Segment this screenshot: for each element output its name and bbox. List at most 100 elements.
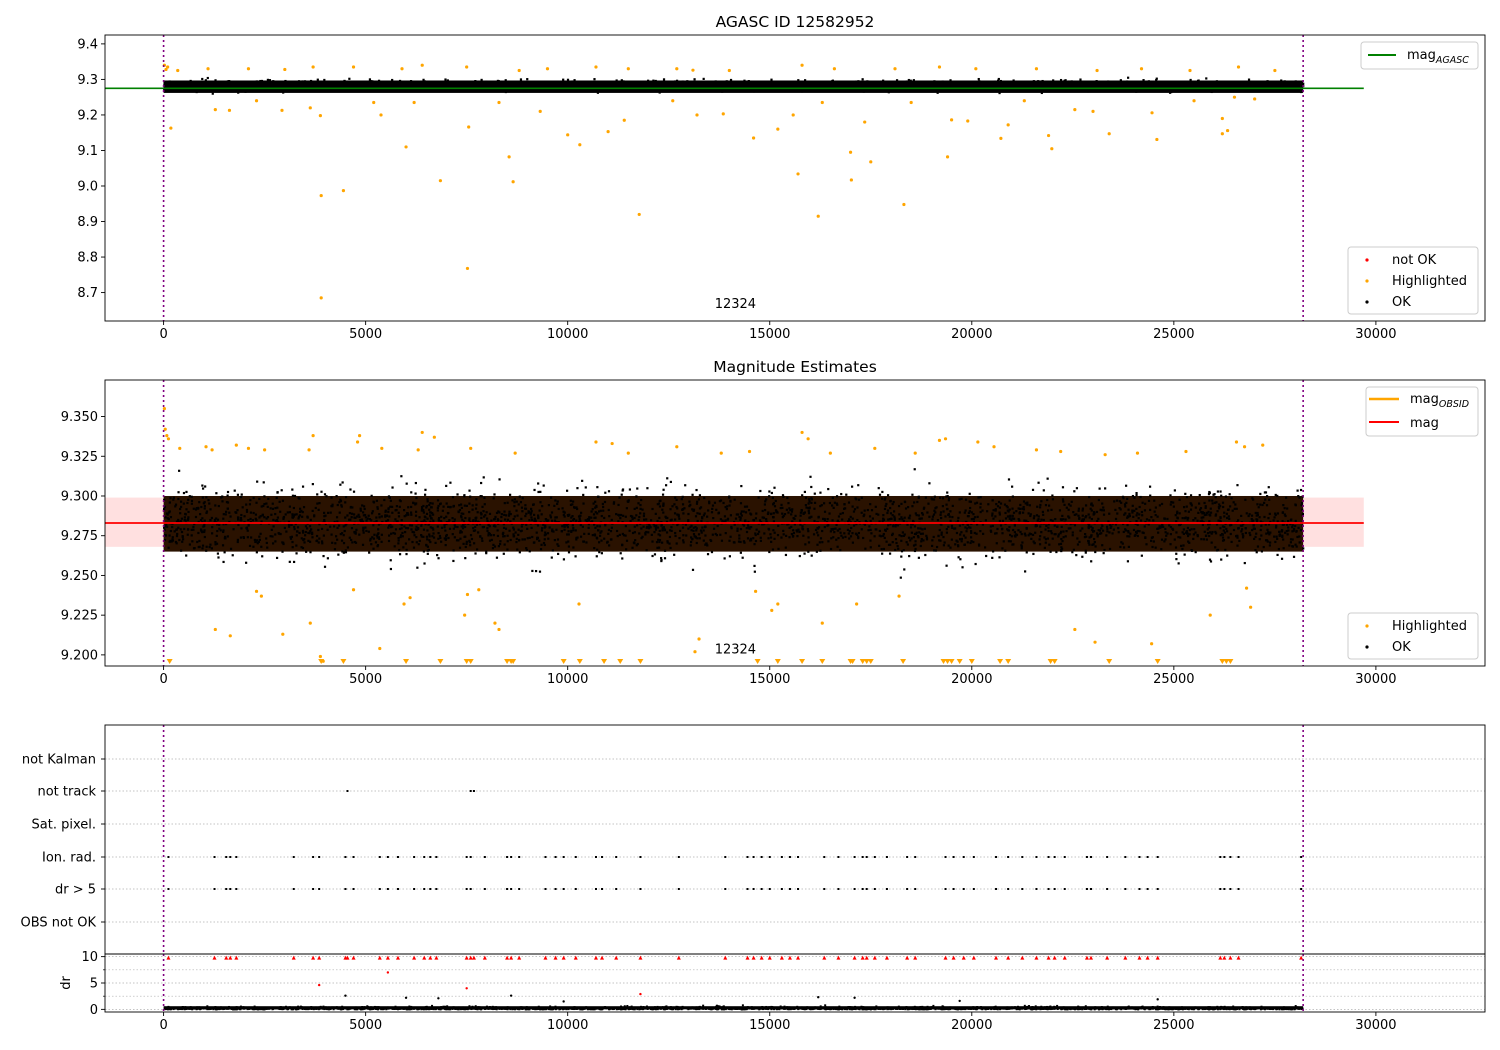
ok-point	[342, 525, 345, 528]
ok-point	[759, 536, 762, 539]
ok-point	[747, 525, 750, 528]
ok-point	[513, 498, 517, 501]
ok-point	[631, 546, 634, 549]
ok-point	[1255, 520, 1259, 523]
ok-point	[730, 525, 733, 529]
ok-point	[255, 551, 258, 554]
ok-point	[658, 539, 662, 542]
ok-point	[1299, 488, 1303, 492]
ok-point	[1254, 549, 1257, 552]
x-tick-label: 30000	[1355, 327, 1396, 342]
ok-point	[546, 532, 550, 535]
ok-point	[829, 530, 832, 533]
ok-point	[1114, 508, 1117, 511]
ok-point	[167, 517, 170, 521]
ok-point	[610, 538, 613, 541]
highlighted-point	[341, 189, 346, 193]
ok-point	[678, 517, 681, 520]
ok-point	[269, 535, 272, 538]
ok-point	[1036, 505, 1039, 508]
ok-point	[933, 495, 936, 498]
ok-point	[178, 469, 181, 472]
ok-point	[1214, 514, 1217, 517]
ok-point	[1197, 511, 1200, 514]
ok-point	[940, 533, 943, 536]
ok-point	[631, 518, 634, 521]
ok-point	[595, 536, 598, 539]
ok-point	[856, 518, 859, 522]
ok-point	[551, 530, 554, 533]
ok-point	[494, 515, 497, 519]
ok-point	[960, 497, 963, 500]
ok-point	[1148, 485, 1152, 488]
ok-point	[533, 488, 536, 492]
ok-point	[1255, 532, 1258, 535]
y-tick-label: 8.7	[77, 286, 98, 301]
ok-point	[1120, 541, 1123, 544]
ok-point	[1013, 517, 1016, 520]
ok-point	[661, 493, 665, 496]
ok-point	[1049, 550, 1052, 553]
ok-point	[481, 505, 484, 508]
ok-point	[884, 529, 887, 532]
ok-point	[866, 508, 869, 512]
ok-point	[502, 552, 505, 555]
ok-point	[216, 518, 220, 521]
ok-point	[763, 508, 767, 512]
ok-point	[493, 493, 496, 496]
ok-point	[604, 524, 607, 527]
ok-point	[416, 566, 419, 569]
ok-point	[464, 545, 467, 549]
highlighted-point	[820, 100, 824, 105]
ok-point	[1110, 525, 1113, 528]
ok-point	[656, 526, 660, 529]
ok-point	[771, 548, 775, 551]
ok-point	[366, 517, 369, 520]
ok-point	[583, 532, 586, 535]
ok-point	[788, 536, 791, 539]
ok-point	[549, 516, 553, 519]
ok-point	[766, 512, 770, 516]
ok-point	[1087, 526, 1090, 530]
ok-point	[260, 505, 263, 508]
ok-point	[913, 549, 917, 553]
highlighted-point	[404, 145, 408, 149]
ok-point	[831, 504, 834, 507]
ok-point	[910, 523, 913, 526]
highlighted-point	[800, 63, 804, 67]
ok-point	[1259, 492, 1262, 496]
ok-point	[851, 541, 854, 544]
ok-point	[471, 504, 474, 507]
ok-point	[1186, 534, 1190, 538]
ok-point	[1253, 537, 1256, 541]
ok-point	[1194, 531, 1197, 534]
ok-point	[523, 538, 526, 541]
ok-point	[460, 525, 463, 528]
ok-point	[1121, 542, 1124, 545]
ok-point	[1156, 527, 1159, 530]
ok-point	[998, 506, 1002, 509]
ok-point	[979, 506, 982, 509]
ok-point	[932, 513, 936, 516]
ok-point	[968, 510, 971, 513]
ok-point	[452, 549, 455, 552]
ok-point	[891, 541, 894, 544]
ok-point	[268, 79, 272, 82]
ok-point	[958, 538, 962, 541]
ok-point	[690, 524, 693, 527]
ok-point	[1091, 527, 1094, 530]
ok-point	[1289, 541, 1293, 544]
ok-point	[1085, 535, 1088, 538]
ok-point	[342, 541, 346, 545]
ok-point	[544, 531, 547, 534]
ok-point	[552, 530, 555, 533]
obs-annotation: 12324	[715, 297, 756, 312]
ok-point	[199, 513, 202, 516]
ok-point	[348, 518, 351, 521]
ok-point	[512, 528, 516, 531]
ok-point	[792, 517, 795, 520]
ok-point	[392, 531, 395, 535]
ok-point	[172, 498, 175, 501]
ok-point	[262, 481, 265, 484]
ok-point	[1215, 523, 1219, 526]
